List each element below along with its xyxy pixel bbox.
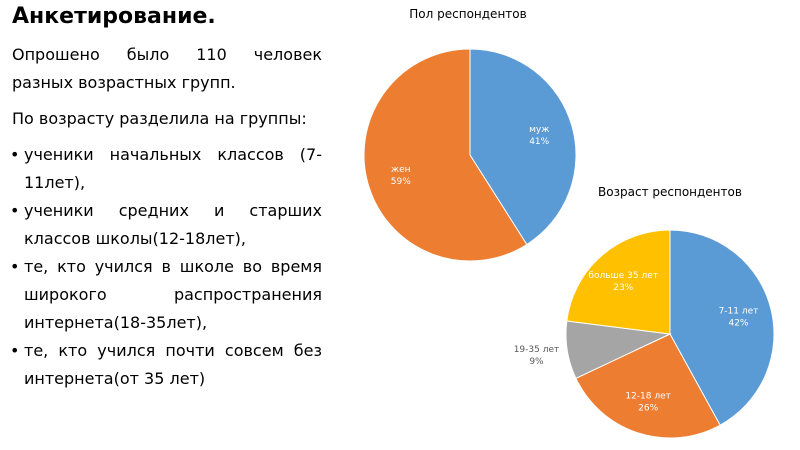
slice-value: 9% bbox=[529, 357, 544, 367]
pie-slice bbox=[566, 229, 671, 335]
slice-label: жен bbox=[391, 165, 411, 175]
slice-value: 41% bbox=[529, 137, 549, 147]
bullet: ученики средних и старших классов школы(… bbox=[10, 197, 322, 253]
slice-value: 23% bbox=[613, 283, 633, 293]
slide-title: Анкетирование. bbox=[12, 4, 216, 29]
bullet: ученики начальных классов (7-11лет), bbox=[10, 141, 322, 197]
slice-label: 12-18 лет bbox=[625, 391, 671, 401]
paragraph: Опрошено было 110 человек разных возраст… bbox=[12, 45, 322, 92]
slice-value: 59% bbox=[391, 177, 411, 187]
slice-label: 19-35 лет bbox=[514, 345, 560, 355]
chart-title: Возраст респондентов bbox=[598, 185, 742, 199]
text-column: Анкетирование. Опрошено было 110 человек… bbox=[10, 4, 322, 393]
pie-slice bbox=[469, 48, 577, 246]
pie-slice bbox=[575, 333, 721, 439]
pie-slice bbox=[363, 48, 528, 262]
chart-title: Пол респондентов bbox=[409, 7, 526, 21]
pie-slice bbox=[669, 229, 775, 426]
slice-value: 26% bbox=[638, 403, 658, 413]
bullet-list: ученики начальных классов (7-11лет), уче… bbox=[10, 141, 322, 393]
bullet: те, кто учился в школе во время широкого… bbox=[10, 253, 322, 337]
slice-value: 42% bbox=[728, 318, 748, 328]
bullet: те, кто учился почти совсем без интернет… bbox=[10, 337, 322, 393]
slice-label: больше 35 лет bbox=[588, 271, 658, 281]
paragraph: По возрасту разделила на группы: bbox=[12, 109, 307, 128]
slice-label: муж bbox=[529, 125, 549, 135]
slice-label: 7-11 лет bbox=[719, 306, 759, 316]
